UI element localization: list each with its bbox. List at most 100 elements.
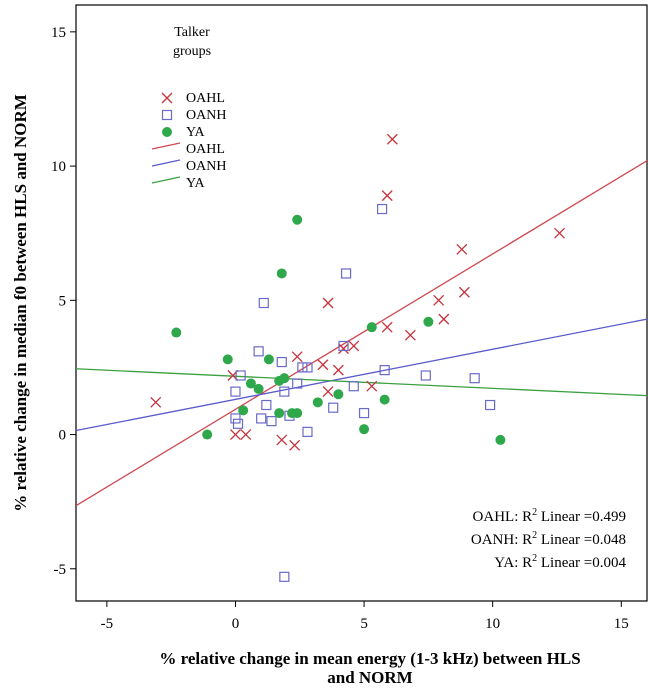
point-ya xyxy=(423,316,434,327)
point-oahl xyxy=(289,439,301,451)
r2-annotation: OAHL: R2 Linear =0.499 xyxy=(473,507,626,525)
y-axis-title: % relative change in median f0 between H… xyxy=(11,94,30,512)
point-ya xyxy=(222,354,233,365)
legend-line-oahl xyxy=(151,142,181,150)
point-oahl xyxy=(456,243,468,255)
point-oanh xyxy=(302,426,313,437)
point-oanh xyxy=(266,416,277,427)
x-tick-label: 10 xyxy=(485,616,500,632)
point-oanh xyxy=(338,340,349,352)
x-tick-label: -5 xyxy=(101,616,114,632)
point-ya xyxy=(279,373,290,384)
point-oahl xyxy=(230,429,241,441)
y-tick-label: -5 xyxy=(54,562,67,578)
point-ya xyxy=(292,214,303,225)
y-tick-label: 5 xyxy=(59,293,67,309)
legend-label: YA xyxy=(186,176,206,191)
point-ya xyxy=(238,405,249,416)
point-ya xyxy=(359,424,370,435)
fit-line-ya xyxy=(75,368,648,397)
legend-label: OANH xyxy=(186,108,226,123)
point-oanh xyxy=(348,381,359,392)
point-oahl xyxy=(291,351,303,363)
point-ya xyxy=(379,394,390,405)
legend-label: OAHL xyxy=(186,142,225,157)
point-oahl xyxy=(317,359,329,371)
axis-titles: % relative change in mean energy (1-3 kH… xyxy=(11,94,581,687)
axis-ticks: -5 0 5 10 15 -5 0 5 10 15 xyxy=(51,25,629,632)
point-oanh xyxy=(253,346,264,357)
point-oanh xyxy=(292,378,303,389)
point-oanh xyxy=(379,365,390,376)
r2-annotations: OAHL: R2 Linear =0.499 OANH: R2 Linear =0… xyxy=(471,507,627,571)
point-oanh xyxy=(485,399,496,411)
fit-line-oanh xyxy=(75,318,648,432)
legend-marker-oahl xyxy=(161,92,173,104)
point-oahl xyxy=(240,429,252,441)
fit-lines xyxy=(75,160,648,507)
point-ya xyxy=(312,397,323,408)
point-oanh xyxy=(328,402,339,413)
point-oanh xyxy=(279,386,290,397)
point-oahl xyxy=(322,386,334,398)
point-ya xyxy=(292,408,303,419)
fit-line-oahl xyxy=(75,160,648,507)
point-oahl xyxy=(366,380,378,392)
point-oahl xyxy=(348,340,360,352)
plot-frame xyxy=(75,4,648,602)
point-oahl xyxy=(332,364,344,376)
legend-label: OANH xyxy=(186,159,226,174)
point-oahl xyxy=(276,434,288,446)
point-oahl xyxy=(150,396,162,408)
legend-title: Talker xyxy=(174,25,210,40)
point-oanh xyxy=(376,203,388,215)
point-ya xyxy=(171,327,182,338)
x-tick-label: 5 xyxy=(360,616,368,632)
x-tick-label: 15 xyxy=(614,616,629,632)
point-oanh xyxy=(279,571,290,582)
point-ya xyxy=(245,378,256,389)
point-oanh xyxy=(261,399,272,411)
x-axis-title: and NORM xyxy=(327,668,412,687)
point-oanh xyxy=(230,386,241,397)
point-ya xyxy=(495,434,506,445)
point-oahl xyxy=(322,297,334,309)
point-oanh xyxy=(302,362,313,373)
point-ya xyxy=(253,383,264,394)
r2-annotation: OANH: R2 Linear =0.048 xyxy=(471,530,626,548)
legend-line-ya xyxy=(151,176,181,184)
point-oahl xyxy=(381,321,393,333)
point-oahl xyxy=(381,190,393,202)
point-oahl xyxy=(554,227,566,239)
point-oahl xyxy=(338,343,349,355)
point-ya xyxy=(276,268,287,279)
point-ya xyxy=(202,429,213,440)
y-tick-label: 10 xyxy=(51,159,66,175)
point-ya xyxy=(333,389,344,400)
point-oanh xyxy=(358,407,370,419)
point-oahl xyxy=(404,329,416,341)
legend-marker-oanh xyxy=(161,109,173,121)
point-oanh xyxy=(340,268,352,279)
y-tick-label: 15 xyxy=(51,25,66,41)
y-tick-label: 0 xyxy=(59,428,67,444)
point-ya xyxy=(274,408,285,419)
x-tick-label: 0 xyxy=(232,616,240,632)
point-ya xyxy=(366,322,377,333)
point-oahl xyxy=(386,133,398,145)
point-oanh xyxy=(469,373,480,384)
point-oanh xyxy=(256,413,267,424)
point-oanh xyxy=(230,413,241,424)
point-oanh xyxy=(297,362,308,373)
legend-marker-ya xyxy=(162,127,172,137)
data-points xyxy=(150,133,566,582)
point-oanh xyxy=(258,297,269,309)
point-oanh xyxy=(232,418,244,429)
r2-annotation: YA: R2 Linear =0.004 xyxy=(494,553,626,571)
legend-label: YA xyxy=(186,125,206,140)
point-oanh xyxy=(420,370,431,381)
point-oanh xyxy=(235,370,246,381)
point-oanh xyxy=(276,356,287,368)
point-oahl xyxy=(438,313,450,325)
